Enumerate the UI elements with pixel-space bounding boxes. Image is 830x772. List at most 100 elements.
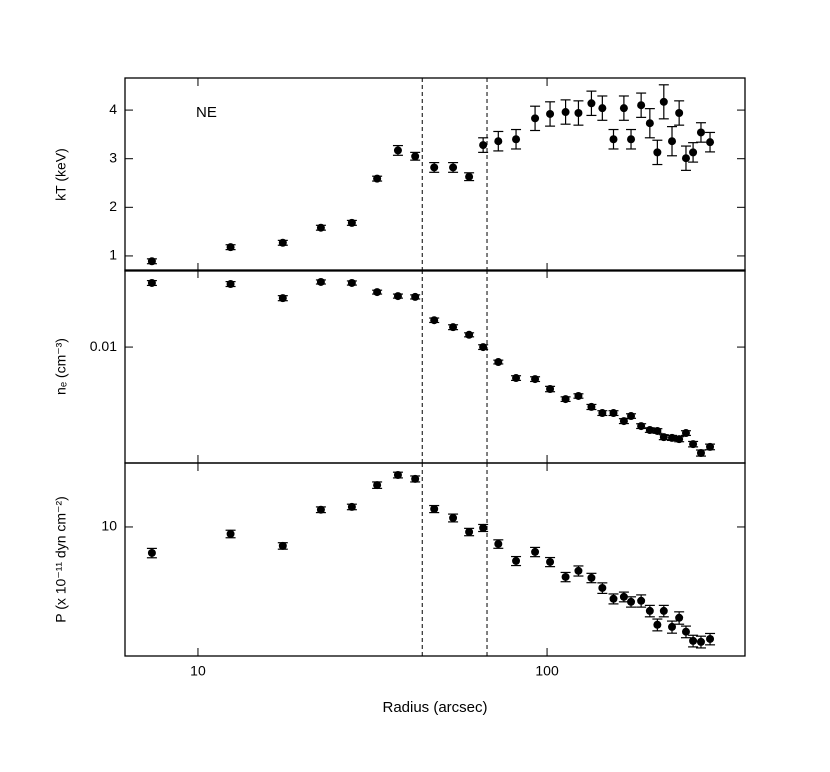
data-point [689, 440, 698, 449]
data-point [653, 148, 662, 157]
data-point [696, 128, 705, 137]
data-point [627, 597, 636, 606]
data-point [706, 634, 715, 643]
data-point [689, 636, 698, 645]
data-point [609, 135, 618, 144]
data-point [411, 474, 420, 483]
data-point [587, 99, 596, 108]
data-point [347, 278, 356, 287]
data-point [609, 594, 618, 603]
data-point [512, 135, 521, 144]
data-point [347, 218, 356, 227]
data-point [531, 547, 540, 556]
data-point [147, 548, 156, 557]
data-point [393, 471, 402, 480]
data-point [546, 384, 555, 393]
data-point [494, 358, 503, 367]
x-tick-label: 10 [190, 663, 206, 679]
data-point [373, 288, 382, 297]
data-point [675, 613, 684, 622]
data-point [706, 442, 715, 451]
data-point [587, 573, 596, 582]
data-point [627, 412, 636, 421]
data-point [668, 433, 677, 442]
data-point [531, 375, 540, 384]
data-point [659, 606, 668, 615]
data-point [587, 402, 596, 411]
data-point [479, 141, 488, 150]
data-point [637, 596, 646, 605]
data-point [681, 627, 690, 636]
data-point [494, 539, 503, 548]
data-point [637, 101, 646, 110]
data-point [668, 137, 677, 146]
data-point [147, 278, 156, 287]
data-point [561, 108, 570, 117]
data-point [465, 330, 474, 339]
data-point [393, 292, 402, 301]
data-point [226, 280, 235, 289]
y-tick-label: 2 [109, 198, 117, 214]
data-point [675, 435, 684, 444]
data-point [696, 637, 705, 646]
data-point [653, 620, 662, 629]
y-tick-label: 10 [101, 518, 117, 534]
data-point [668, 622, 677, 631]
data-point [706, 138, 715, 147]
data-point [696, 448, 705, 457]
data-point [479, 343, 488, 352]
data-point [546, 557, 555, 566]
data-point [411, 152, 420, 161]
data-point [681, 429, 690, 438]
data-point [512, 556, 521, 565]
data-point [278, 294, 287, 303]
data-point [598, 409, 607, 418]
data-point [645, 426, 654, 435]
plot-frame [124, 269, 746, 464]
y-tick-label: 4 [109, 101, 117, 117]
data-point [479, 523, 488, 532]
x-axis-label: Radius (arcsec) [382, 699, 487, 716]
data-point [494, 137, 503, 146]
data-point [373, 174, 382, 183]
data-point [347, 502, 356, 511]
data-point [598, 104, 607, 113]
data-point [598, 583, 607, 592]
data-point [512, 374, 521, 383]
data-point [373, 481, 382, 490]
data-point [653, 426, 662, 435]
data-point [430, 163, 439, 172]
y-tick-label: 1 [109, 247, 117, 263]
data-point [430, 316, 439, 325]
data-point [226, 243, 235, 252]
data-point [675, 109, 684, 118]
annotation: NE [196, 104, 217, 121]
data-point [574, 109, 583, 118]
y-tick-label: 0.01 [90, 338, 117, 354]
data-point [147, 257, 156, 266]
data-point [449, 513, 458, 522]
data-point [627, 135, 636, 144]
data-point [546, 109, 555, 118]
y-axis-label: nₑ (cm⁻³) [53, 338, 69, 395]
data-point [681, 154, 690, 163]
data-point [316, 277, 325, 286]
data-point [278, 541, 287, 550]
data-point [430, 504, 439, 513]
data-point [619, 417, 628, 426]
data-point [449, 163, 458, 172]
data-point [659, 97, 668, 106]
data-point [316, 223, 325, 232]
data-point [645, 606, 654, 615]
data-point [465, 527, 474, 536]
y-tick-label: 3 [109, 149, 117, 165]
data-point [449, 323, 458, 332]
data-point [465, 172, 474, 181]
plot-frame [124, 462, 746, 657]
data-point [637, 422, 646, 431]
data-point [645, 119, 654, 128]
data-point [226, 529, 235, 538]
x-tick-label: 100 [535, 663, 559, 679]
data-point [619, 104, 628, 113]
